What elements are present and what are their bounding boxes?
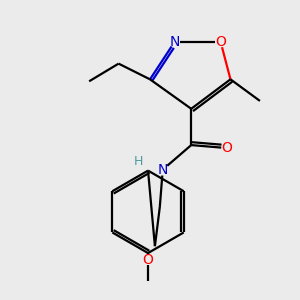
Text: H: H [134,155,143,168]
Text: O: O [142,253,154,267]
Text: O: O [221,141,232,155]
Text: N: N [169,35,180,49]
Text: N: N [158,163,168,177]
Text: O: O [215,35,226,49]
